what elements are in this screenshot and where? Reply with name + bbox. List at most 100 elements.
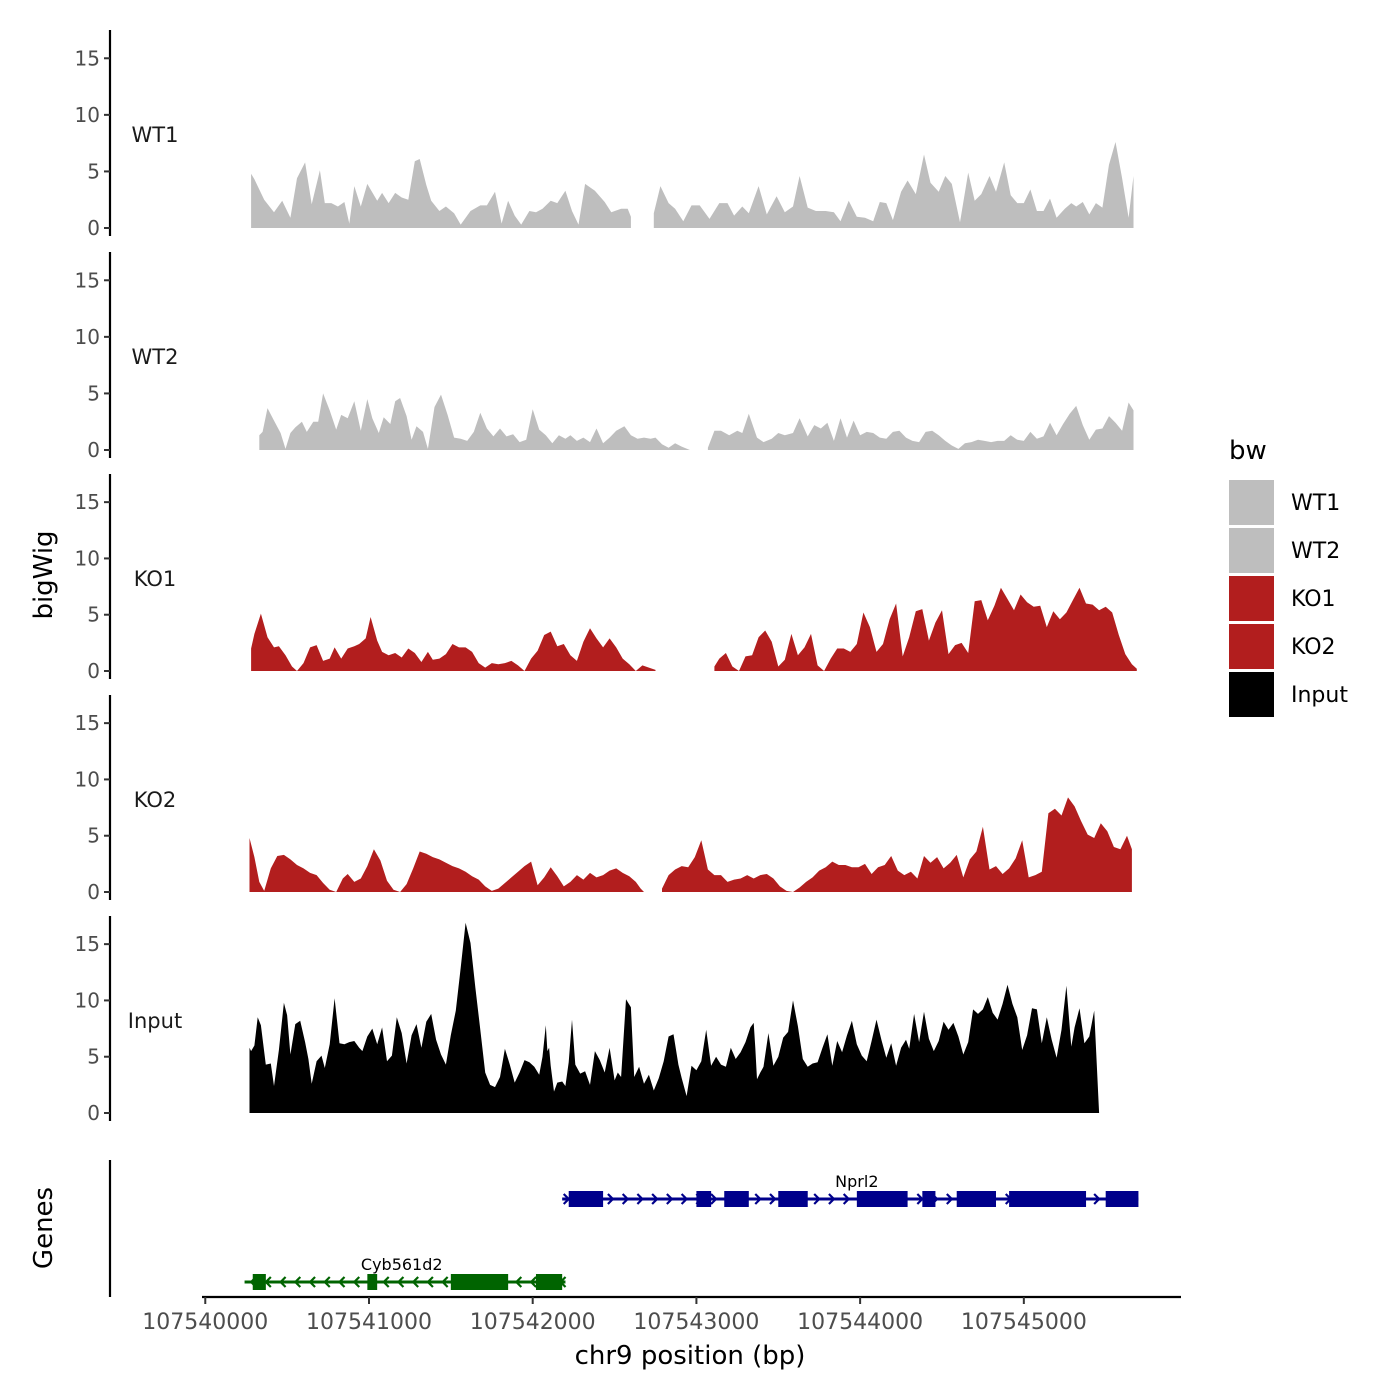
y-tick-label: 15 <box>75 268 100 292</box>
y-tick-label: 10 <box>75 767 100 791</box>
y-tick-label: 10 <box>75 103 100 127</box>
gene-exon <box>696 1191 712 1207</box>
coverage-tracks: 0 5 10 15 WT1 0 5 10 15 WT2 0 5 10 15 KO1 0 5 10 15 KO2 0 5 10… <box>75 30 1137 1125</box>
legend-swatch <box>1229 624 1274 669</box>
coverage-area-wt2 <box>259 393 690 450</box>
strand-chevron-icon <box>813 1193 821 1205</box>
strand-chevron-icon <box>916 1193 924 1205</box>
strand-chevron-icon <box>279 1276 287 1288</box>
coverage-area-wt1 <box>653 142 1134 228</box>
gene-nprl2: Nprl2 <box>562 1172 1139 1207</box>
legend-swatch <box>1229 480 1274 525</box>
strand-chevron-icon <box>710 1193 718 1205</box>
y-tick-label: 10 <box>75 988 100 1012</box>
gene-exon <box>252 1274 266 1290</box>
legend-swatch <box>1229 576 1274 621</box>
y-tick-label: 5 <box>87 1045 100 1069</box>
strand-chevron-icon <box>946 1193 954 1205</box>
gene-track: Nprl2 Cyb561d2 <box>108 1160 1139 1297</box>
strand-chevron-icon <box>769 1193 777 1205</box>
legend-label: WT2 <box>1291 539 1340 564</box>
legend-swatch <box>1229 672 1274 717</box>
x-tick-label: 107544000 <box>797 1310 923 1335</box>
gene-exon <box>450 1274 509 1290</box>
track-label: WT1 <box>132 123 179 147</box>
gene-exon <box>367 1274 378 1290</box>
strand-chevron-icon <box>426 1276 434 1288</box>
y-tick-label: 0 <box>87 1101 100 1125</box>
gene-exon <box>535 1274 563 1290</box>
legend-item-wt2: WT2 <box>1229 528 1340 573</box>
coverage-area-wt2 <box>707 402 1134 450</box>
gene-exon <box>724 1191 749 1207</box>
strand-chevron-icon <box>754 1193 762 1205</box>
gene-cyb561d2: Cyb561d2 <box>244 1255 567 1290</box>
track-wt1: 0 5 10 15 WT1 <box>75 30 1134 240</box>
strand-chevron-icon <box>396 1276 405 1288</box>
y-tick-label: 0 <box>87 216 100 240</box>
coverage-area-ko2 <box>249 838 644 892</box>
gene-name-label: Nprl2 <box>835 1172 878 1191</box>
strand-chevron-icon <box>680 1193 689 1205</box>
strand-chevron-icon <box>411 1276 419 1288</box>
x-tick-label: 107542000 <box>470 1310 596 1335</box>
strand-chevron-icon <box>607 1193 615 1205</box>
legend-label: WT1 <box>1291 491 1340 516</box>
gene-exon <box>1105 1191 1139 1207</box>
y-tick-label: 5 <box>87 381 100 405</box>
gene-exon <box>856 1191 908 1207</box>
legend-item-wt1: WT1 <box>1229 480 1340 525</box>
coverage-area-ko1 <box>714 587 1137 671</box>
y-tick-label: 10 <box>75 325 100 349</box>
gene-track-title: Genes <box>29 1187 59 1269</box>
y-tick-label: 10 <box>75 546 100 570</box>
strand-chevron-icon <box>1093 1193 1101 1205</box>
legend: bw WT1 WT2 KO1 KO2 Input <box>1229 436 1348 717</box>
track-label: KO2 <box>134 788 177 812</box>
y-tick-label: 15 <box>75 46 100 70</box>
strand-chevron-icon <box>293 1276 302 1288</box>
strand-chevron-icon <box>666 1193 674 1205</box>
strand-chevron-icon <box>323 1276 331 1288</box>
legend-label: KO2 <box>1291 635 1336 660</box>
y-axis-title: bigWig <box>29 530 59 619</box>
legend-label: Input <box>1291 683 1348 708</box>
gene-name-label: Cyb561d2 <box>361 1255 443 1274</box>
strand-chevron-icon <box>441 1276 449 1288</box>
track-label: WT2 <box>132 345 179 369</box>
strand-chevron-icon <box>828 1193 836 1205</box>
track-wt2: 0 5 10 15 WT2 <box>75 252 1134 462</box>
gene-exon <box>568 1191 604 1207</box>
strand-chevron-icon <box>382 1276 390 1288</box>
x-tick-label: 107545000 <box>961 1310 1087 1335</box>
strand-chevron-icon <box>621 1193 630 1205</box>
y-tick-label: 15 <box>75 932 100 956</box>
gene-exon <box>778 1191 808 1207</box>
strand-chevron-icon <box>529 1276 537 1288</box>
strand-chevron-icon <box>514 1276 523 1288</box>
strand-chevron-icon <box>651 1193 659 1205</box>
track-label: KO1 <box>134 567 177 591</box>
legend-item-ko2: KO2 <box>1229 624 1336 669</box>
y-tick-label: 15 <box>75 711 100 735</box>
strand-chevron-icon <box>337 1276 346 1288</box>
legend-swatch <box>1229 528 1274 573</box>
strand-chevron-icon <box>352 1276 361 1288</box>
y-tick-label: 5 <box>87 603 100 627</box>
y-tick-label: 0 <box>87 438 100 462</box>
track-label: Input <box>128 1009 182 1033</box>
x-axis-title: chr9 position (bp) <box>575 1341 806 1371</box>
coverage-area-input <box>249 922 1100 1113</box>
gene-exon <box>1009 1191 1087 1207</box>
y-tick-label: 0 <box>87 659 100 683</box>
y-tick-label: 15 <box>75 490 100 514</box>
x-tick-label: 107541000 <box>306 1310 432 1335</box>
legend-title: bw <box>1229 436 1267 466</box>
legend-label: KO1 <box>1291 587 1336 612</box>
track-ko1: 0 5 10 15 KO1 <box>75 474 1137 683</box>
x-tick-label: 107540000 <box>142 1310 268 1335</box>
x-axis: 107540000 107541000 107542000 107543000 1075… <box>142 1295 1181 1335</box>
strand-chevron-icon <box>636 1193 644 1205</box>
coverage-area-ko2 <box>662 797 1132 892</box>
